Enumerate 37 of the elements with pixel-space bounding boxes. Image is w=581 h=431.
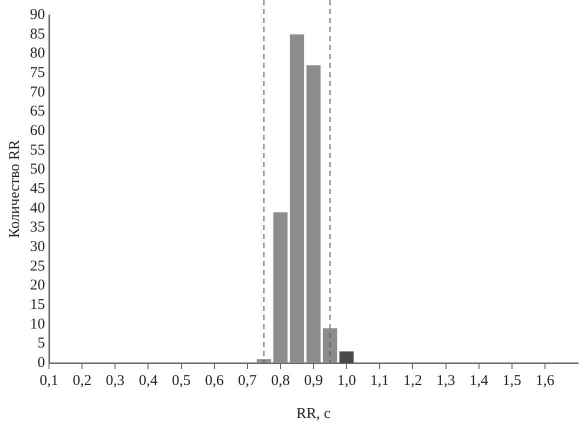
y-tick-label: 55 bbox=[30, 142, 45, 158]
y-tick-label: 45 bbox=[30, 180, 45, 197]
y-tick-label: 90 bbox=[30, 6, 45, 23]
x-tick-label: 0,4 bbox=[138, 372, 158, 389]
y-tick-label: 75 bbox=[30, 64, 45, 81]
y-tick-label: 30 bbox=[30, 238, 45, 255]
x-axis-title: RR, с bbox=[296, 406, 331, 422]
x-tick-label: 0,1 bbox=[40, 372, 58, 389]
x-tick-label: 0,3 bbox=[106, 372, 124, 389]
x-tick-label: 1,0 bbox=[337, 372, 356, 389]
y-tick-label: 25 bbox=[30, 258, 45, 274]
y-axis-title: Количество RR bbox=[6, 140, 23, 238]
x-tick-label: 1,3 bbox=[436, 372, 456, 389]
y-tick-label: 50 bbox=[30, 162, 45, 178]
x-tick-label: 0,6 bbox=[204, 372, 224, 389]
y-tick-label: 85 bbox=[30, 26, 45, 42]
y-tick-label: 80 bbox=[30, 46, 45, 62]
x-tick-label: 1,1 bbox=[370, 372, 389, 389]
y-tick-label: 60 bbox=[30, 122, 45, 139]
x-tick-label: 0,5 bbox=[172, 372, 191, 389]
y-tick-label: 40 bbox=[30, 200, 45, 216]
x-tick-label: 0,2 bbox=[72, 372, 92, 389]
y-tick-label: 20 bbox=[30, 278, 45, 294]
x-tick-label: 0,8 bbox=[271, 372, 290, 389]
y-tick-label: 70 bbox=[30, 84, 45, 100]
y-tick-label: 10 bbox=[30, 316, 45, 332]
x-tick-label: 1,5 bbox=[502, 372, 522, 389]
y-tick-label: 5 bbox=[38, 336, 45, 352]
x-tick-label: 0,7 bbox=[238, 372, 258, 389]
x-tick-label: 1,6 bbox=[536, 372, 555, 389]
y-tick-label: 0 bbox=[38, 354, 45, 371]
y-tick-label: 15 bbox=[30, 296, 45, 313]
x-tick-label: 1,2 bbox=[403, 372, 422, 389]
x-tick-label: 1,4 bbox=[469, 372, 489, 389]
x-tick-label: 0,9 bbox=[304, 372, 323, 389]
y-tick-label: 35 bbox=[30, 220, 45, 236]
y-tick-label: 65 bbox=[30, 104, 45, 120]
